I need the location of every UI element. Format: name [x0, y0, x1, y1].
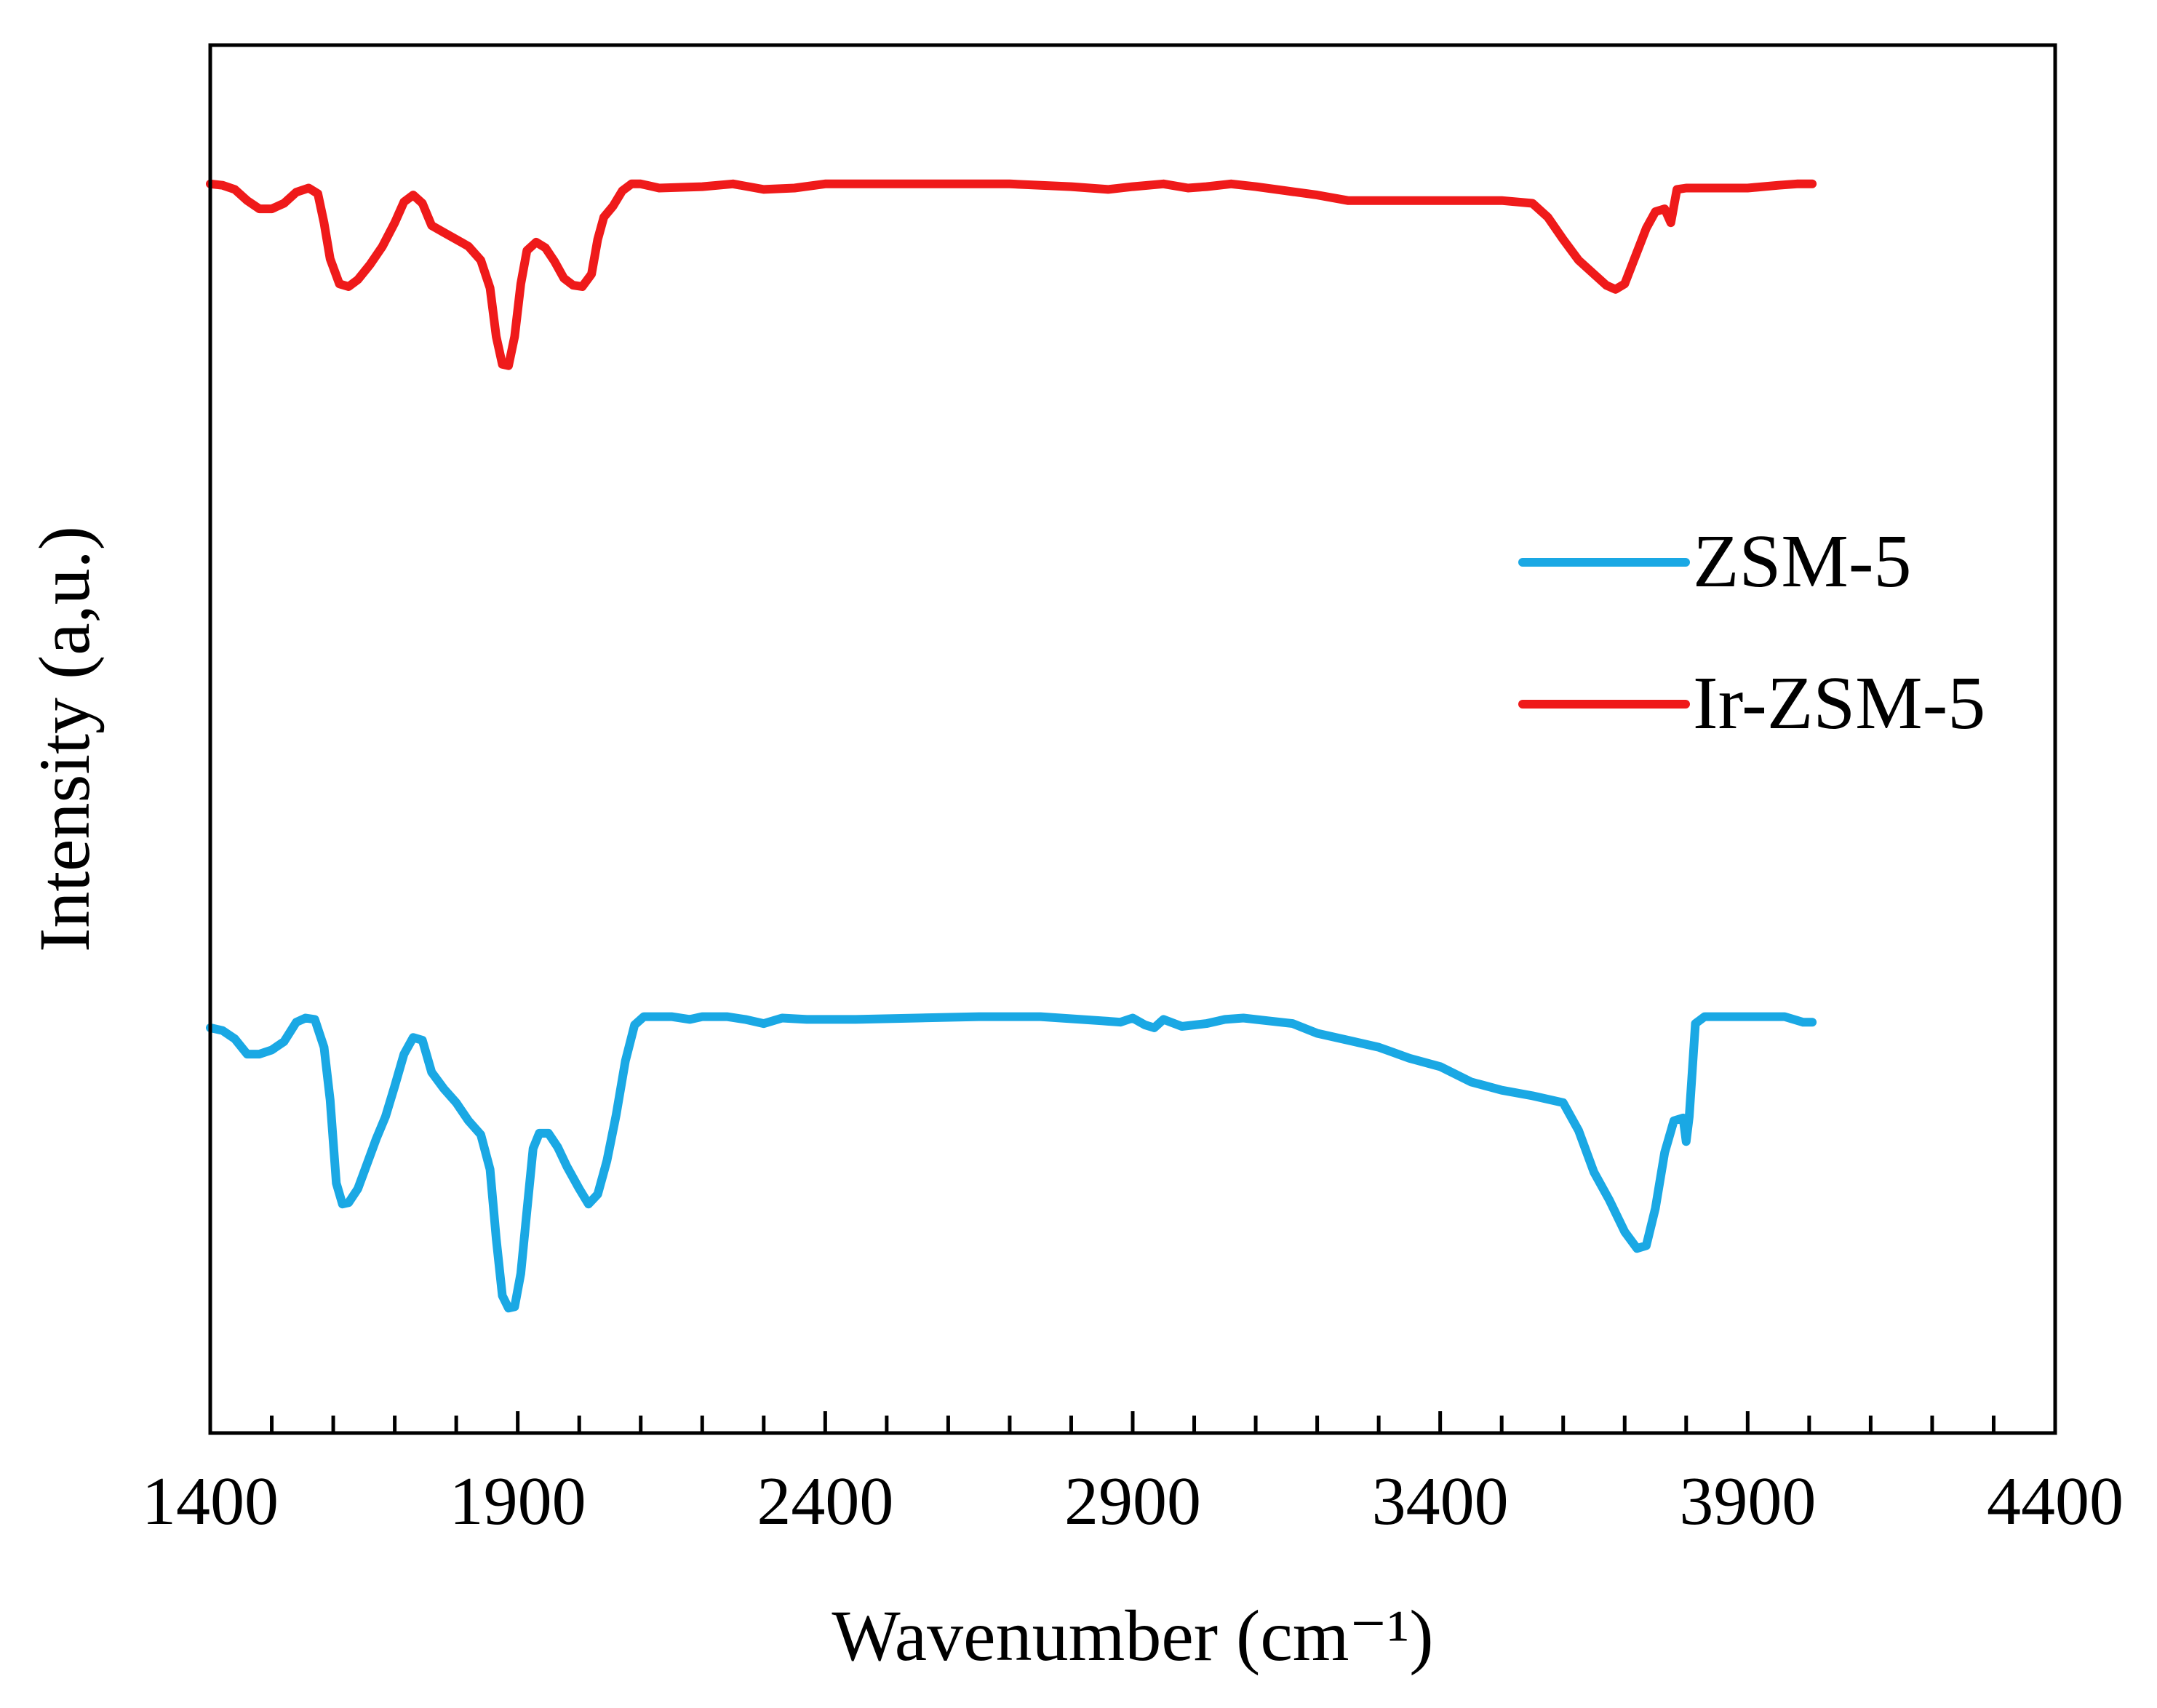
- legend: ZSM-5 Ir-ZSM-5: [1518, 519, 1985, 745]
- x-tick-label-2400: 2400: [757, 1464, 893, 1539]
- legend-label-ir-zsm5: Ir-ZSM-5: [1693, 661, 1985, 745]
- x-axis-ticks: [208, 1411, 2057, 1433]
- x-tick-label-4400: 4400: [1987, 1464, 2124, 1539]
- legend-label-zsm5: ZSM-5: [1693, 519, 1911, 603]
- x-axis-tick-labels: 1400 1900 2400 2900 3400 3900 4400: [142, 1464, 2124, 1539]
- series-layer: [206, 179, 1817, 1313]
- series-line-zsm-5: [206, 1012, 1817, 1313]
- y-axis-title: Intensity (a,u.): [24, 526, 105, 952]
- x-axis-title: Wavenumber (cm⁻¹): [832, 1595, 1433, 1676]
- x-tick-label-1400: 1400: [142, 1464, 279, 1539]
- x-tick-label-3900: 3900: [1679, 1464, 1816, 1539]
- x-tick-label-2900: 2900: [1064, 1464, 1201, 1539]
- series-line-ir-zsm-5: [206, 179, 1817, 370]
- x-tick-label-1900: 1900: [450, 1464, 586, 1539]
- x-tick-label-3400: 3400: [1372, 1464, 1509, 1539]
